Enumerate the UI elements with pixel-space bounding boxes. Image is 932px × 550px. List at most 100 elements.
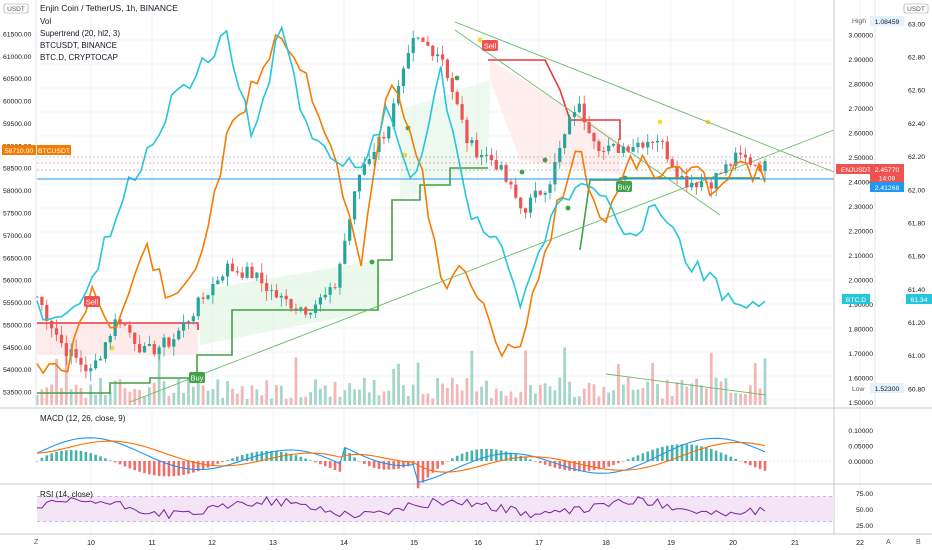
legend-btcusdt[interactable]: BTCUSDT, BINANCE [40,41,117,50]
volume-bar [426,393,430,405]
a-label[interactable]: A [886,539,891,546]
volume-bar [245,398,249,405]
volume-bar [621,384,625,405]
macd-histogram-bar [494,449,498,461]
volume-bar [763,358,767,405]
legend-supertrend[interactable]: Supertrend (20, hl2, 3) [40,29,120,38]
macd-histogram-bar [35,461,39,462]
macd-histogram-bar [231,458,234,461]
macd-histogram-bar [45,455,49,461]
svg-text:1.52300: 1.52300 [875,386,900,393]
candle-body [504,165,508,182]
macd-histogram-bar [240,455,244,461]
enj-price-axis[interactable]: 3.00000 2.90000 2.80000 2.70000 2.60000 2.500… [848,32,873,407]
candle-body [225,263,230,277]
volume-bar [646,381,650,405]
macd-histogram-bar [201,461,205,470]
volume-bar [108,392,112,405]
candle-body [172,339,176,347]
volume-bar [465,378,469,405]
btc-axis-tick: 60000.00 [3,99,32,106]
supertrend-fill-down-2 [490,60,620,175]
volume-bar [533,393,537,405]
macd-signal-line [36,440,766,473]
btc-axis-tick: 53500.00 [3,390,32,397]
chart-title[interactable]: Enjin Coin / TetherUS, 1h, BINANCE [40,3,178,13]
svg-text:Buy: Buy [618,183,631,192]
candlesticks [35,30,767,381]
volume-bar [441,383,444,405]
volume-bar [568,381,571,405]
candle-body [685,175,689,188]
candle-body [480,155,484,158]
btc-axis-tick: 54000.00 [3,367,32,374]
macd-histogram-bar [578,461,581,472]
candle-body [294,308,298,310]
enj-axis-tick: 3.00000 [848,32,873,39]
macd-histogram-bar [138,461,141,472]
volume-bar [358,389,361,405]
b-label[interactable]: B [916,539,921,546]
volume-bar [191,386,195,405]
volume-bar [553,390,557,405]
candle-body [533,190,537,198]
volume-bar [235,393,239,405]
candle-body [196,297,200,317]
volume-bar [436,378,440,405]
dominance-axis[interactable]: 63.00 62.80 62.60 62.40 62.20 62.00 61.80 61.60… [908,21,925,393]
candle-body [265,283,269,292]
volume-bar [289,397,293,405]
volume-bar [147,387,151,405]
volume-bar [50,384,54,405]
macd-histogram-bar [460,453,464,461]
macd-histogram-bar [685,444,689,461]
volume-bar [348,383,352,405]
enj-price-badge: ENJUSDT 2.45770 14:09 2.41268 [836,164,904,192]
macd-histogram-bar [275,451,278,461]
volume-bar [333,381,337,405]
macd-histogram-bar [338,461,342,472]
macd-histogram-bar [148,461,151,475]
rsi-title[interactable]: RSI (14, close) [40,490,93,499]
candle-body [597,141,601,152]
macd-histogram-bar [319,461,322,465]
volume-bar [221,397,225,405]
candle-body [35,296,39,298]
macd-histogram-bar [705,447,708,461]
macd-title[interactable]: MACD (12, 26, close, 9) [40,414,126,423]
macd-line [36,437,766,484]
rsi-axis-tick: 25.00 [856,523,873,530]
candle-body [328,287,332,295]
candle-body [709,182,713,189]
legend: USDT Enjin Coin / TetherUS, 1h, BINANCE … [3,3,178,62]
candle-body [470,140,474,144]
candle-body [216,280,220,284]
legend-btcd[interactable]: BTC.D, CRYPTOCAP [40,53,118,62]
macd-histogram-bar [79,450,83,461]
volume-bar [128,391,132,405]
volume-bar [338,396,342,405]
macd-histogram-bar [617,461,620,464]
volume-bar [309,392,313,405]
volume-bar [617,363,620,405]
macd-axis-tick: 0.00000 [848,459,873,466]
candle-body [465,119,469,144]
macd-histogram-bar [108,460,112,461]
signal-dot [402,152,408,158]
z-label[interactable]: Z [34,539,39,546]
macd-histogram-bar [700,446,703,461]
enj-axis-tick: 1.70000 [848,351,873,358]
candle-body [748,157,752,165]
time-axis[interactable]: 10 11 12 13 14 15 16 17 18 19 20 21 22 [87,540,864,547]
legend-vol[interactable]: Vol [40,17,51,26]
macd-histogram-bar [480,449,483,461]
candle-body [50,320,54,329]
macd-histogram-bar [55,451,58,461]
macd-histogram-bar [143,461,146,474]
volume-bar [543,383,547,405]
dominance-axis-tick: 61.80 [908,220,925,227]
candle-body [431,45,435,57]
candle-body [719,172,723,174]
volume-bar [470,350,474,405]
time-tick: 20 [729,540,737,547]
